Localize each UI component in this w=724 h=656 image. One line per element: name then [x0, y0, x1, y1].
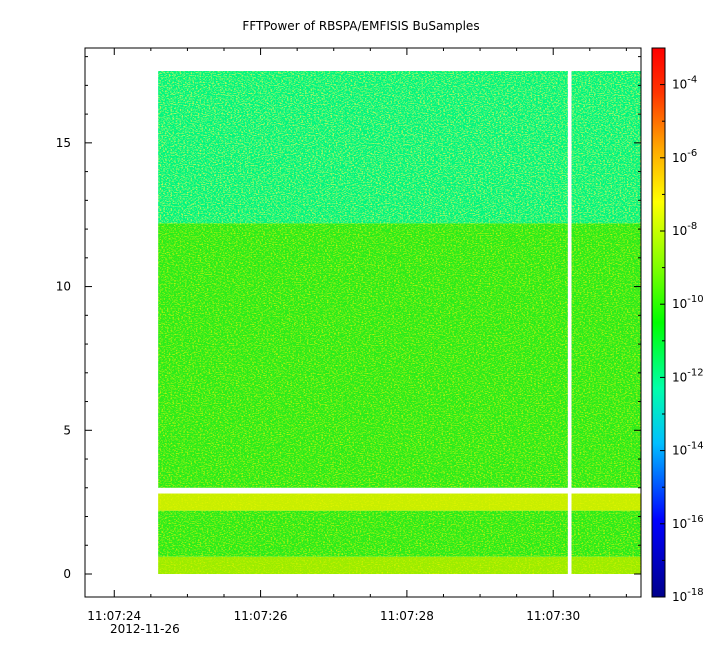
- x-axis-date-label: 2012-11-26: [110, 622, 180, 636]
- colorbar-axis: 10-18 10-16 10-14 10-12 10-10 10-8 10-6 10-4: [660, 75, 704, 604]
- x-tick-label: 11:07:30: [526, 609, 580, 623]
- y-axis: 0 5 10 15: [56, 56, 641, 581]
- x-tick-label: 11:07:26: [234, 609, 288, 623]
- spectrogram-band-4: [158, 556, 641, 575]
- colorbar-tick-label: 10-18: [672, 587, 704, 604]
- plot-area: [84, 47, 642, 598]
- colorbar-tick-label: 10-6: [672, 148, 697, 165]
- spectrogram-band-1: [158, 223, 641, 488]
- spectrogram-band-3: [158, 510, 641, 557]
- colorbar-tick-label: 10-8: [672, 221, 697, 238]
- x-tick-label: 11:07:24: [87, 609, 141, 623]
- spectrogram-band-0: [158, 70, 641, 224]
- colorbar-tick-label: 10-12: [672, 367, 704, 384]
- spectrogram-band-2: [158, 493, 641, 511]
- x-axis: 11:07:24 11:07:26 11:07:28 11:07:30: [87, 48, 627, 623]
- colorbar: [651, 47, 666, 598]
- data-gap: [567, 69, 572, 576]
- chart-title: FFTPower of RBSPA/EMFISIS BuSamples: [242, 19, 479, 33]
- colorbar-tick-label: 10-4: [672, 75, 697, 92]
- colorbar-tick-label: 10-14: [672, 441, 704, 458]
- colorbar-tick-label: 10-10: [672, 294, 704, 311]
- colorbar-tick-label: 10-16: [672, 514, 704, 531]
- y-tick-label: 5: [63, 423, 71, 437]
- y-tick-label: 0: [63, 567, 71, 581]
- spectrogram-image: [158, 69, 641, 576]
- y-tick-label: 15: [56, 136, 71, 150]
- x-tick-label: 11:07:28: [380, 609, 434, 623]
- y-tick-label: 10: [56, 280, 71, 294]
